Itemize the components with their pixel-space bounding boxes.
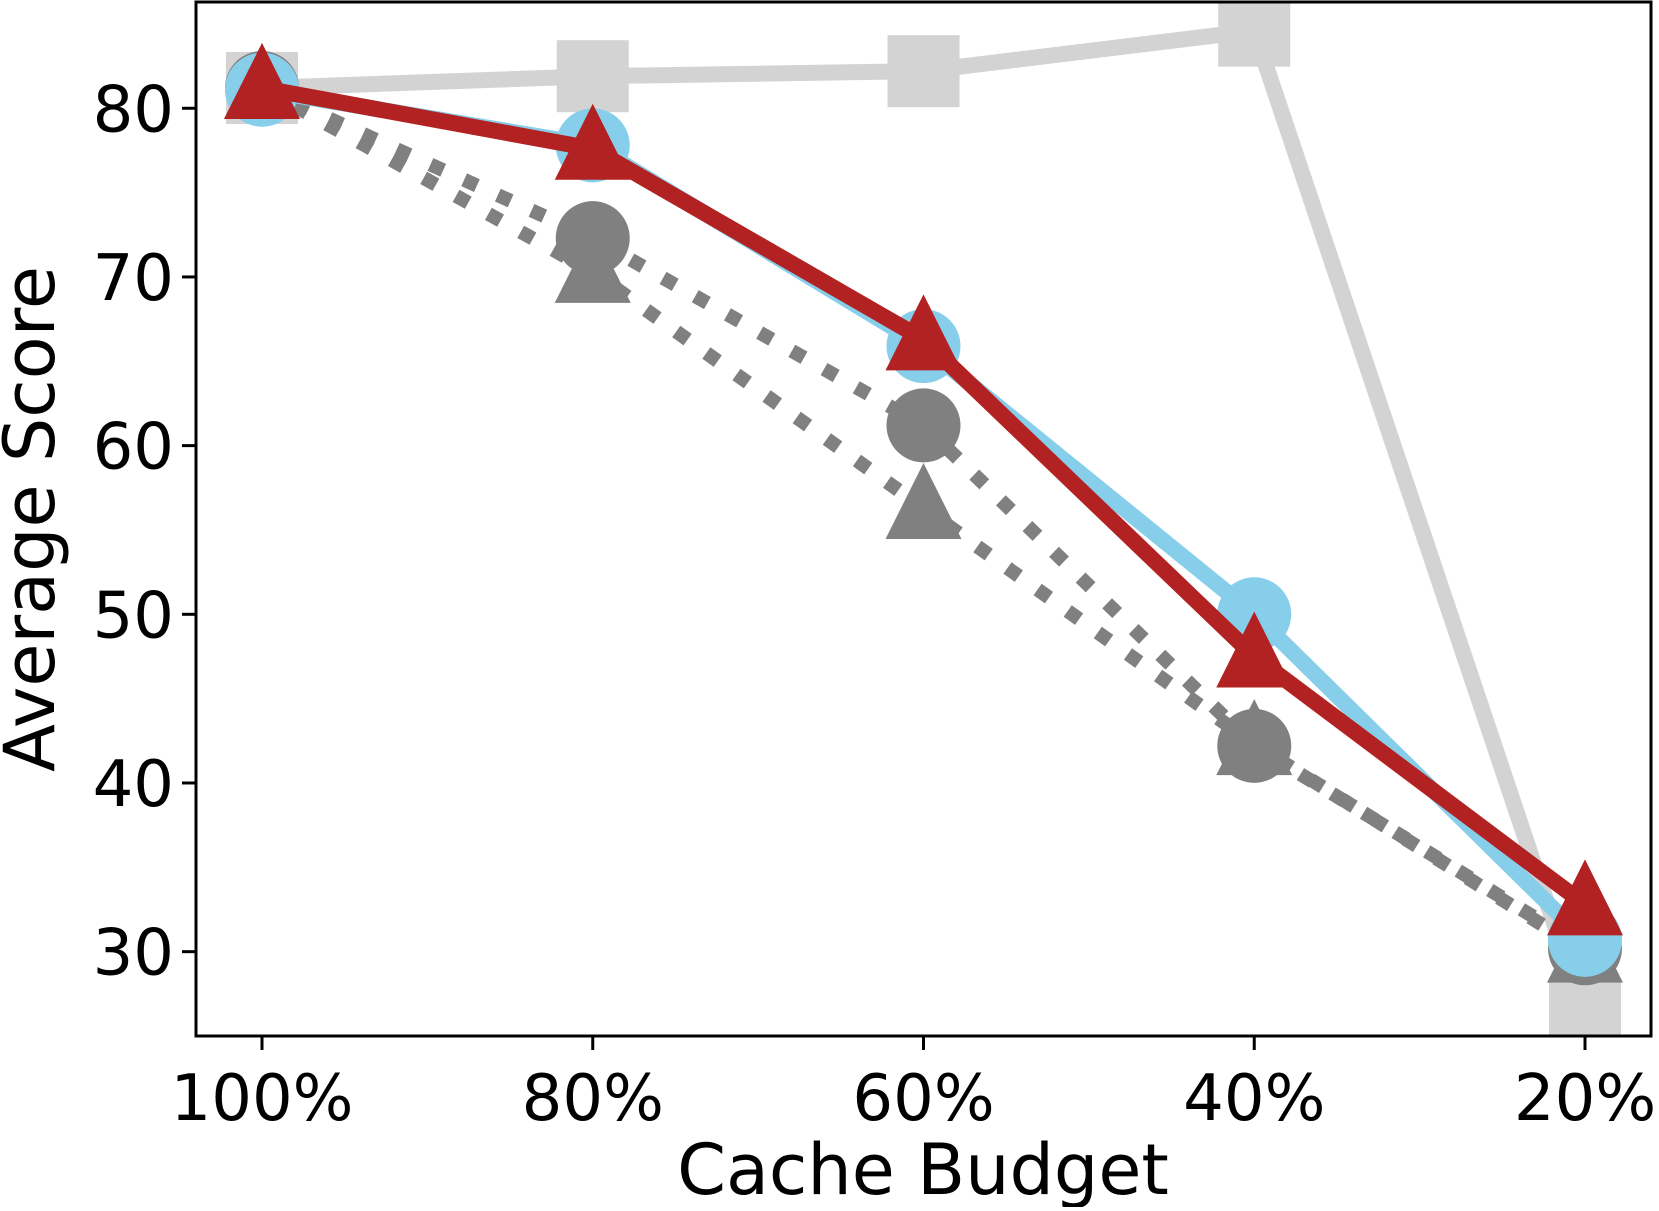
- x-axis-label: Cache Budget: [677, 1129, 1169, 1207]
- x-tick-label-1: 80%: [522, 1062, 664, 1136]
- y-tick-label-1: 40: [93, 748, 174, 822]
- y-tick-label-0: 30: [93, 917, 174, 991]
- x-tick-label-4: 20%: [1514, 1062, 1656, 1136]
- series-0-point-4: [1549, 979, 1621, 1036]
- series-4: [224, 43, 1623, 936]
- x-tick-label-2: 60%: [852, 1062, 994, 1136]
- series-4-point-4: [1547, 859, 1623, 936]
- series-2-point-1: [554, 226, 631, 303]
- series-4-point-1: [554, 103, 631, 180]
- series-0-point-2: [887, 35, 960, 108]
- x-tick-label-0: 100%: [171, 1062, 354, 1136]
- series-4-point-3: [1216, 611, 1293, 688]
- series-0: [226, 2, 1621, 1036]
- x-tick-label-3: 40%: [1183, 1062, 1325, 1136]
- series-2-point-3: [1216, 699, 1293, 776]
- y-tick-label-2: 50: [93, 579, 174, 653]
- y-tick-label-3: 60: [93, 411, 174, 485]
- axes-layer: 30 40 50 60 70 80 100% 80% 60% 40% 20%: [93, 73, 1657, 1136]
- y-tick-label-5: 80: [93, 73, 174, 147]
- series-0-point-1: [556, 40, 629, 113]
- y-axis-label: Average Score: [0, 266, 71, 772]
- series-0-point-3: [1218, 2, 1291, 67]
- y-tick-label-4: 70: [93, 242, 174, 316]
- series-4-point-0: [224, 43, 300, 120]
- series-2-point-2: [885, 463, 962, 540]
- series-layer: [224, 2, 1623, 1036]
- series-1-point-2: [886, 388, 961, 463]
- series-4-point-2: [885, 294, 962, 371]
